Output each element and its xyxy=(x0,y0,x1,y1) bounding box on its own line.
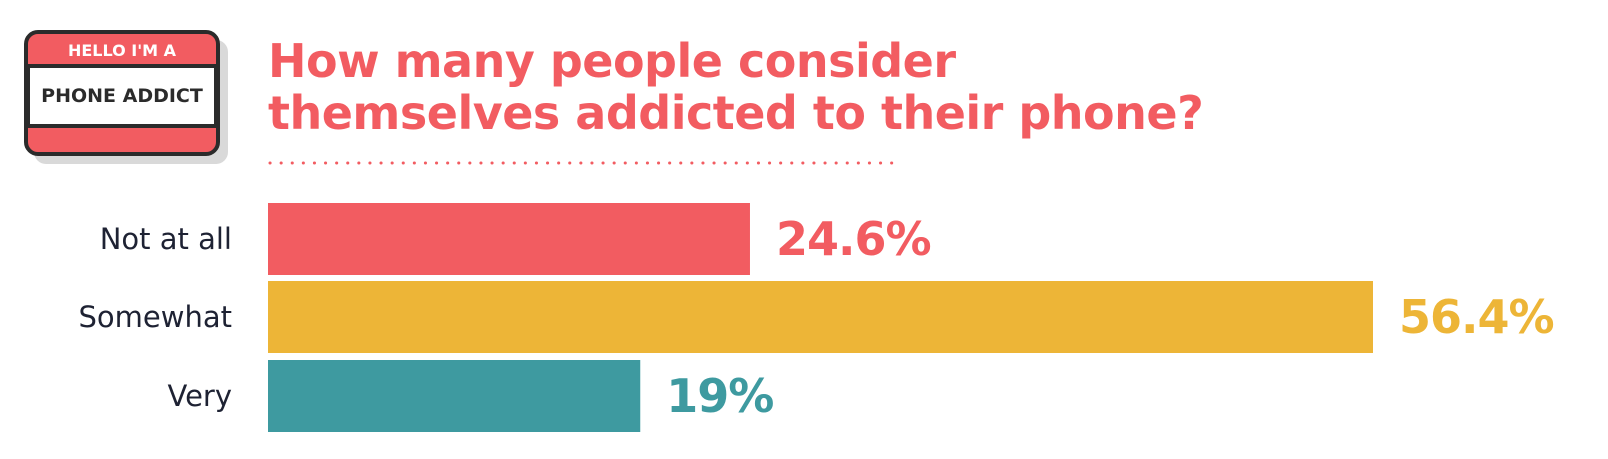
value-label: 24.6% xyxy=(776,212,931,266)
chart-title-line-1: How many people consider xyxy=(268,34,956,88)
bar xyxy=(268,360,641,432)
category-label: Somewhat xyxy=(79,300,232,334)
category-label: Very xyxy=(167,379,232,413)
badge-main-text: PHONE ADDICT xyxy=(41,85,203,107)
badge-top-text: HELLO I'M A xyxy=(68,41,177,60)
value-label: 56.4% xyxy=(1399,290,1554,344)
value-label: 19% xyxy=(666,369,773,423)
bar xyxy=(268,203,750,275)
phone-addict-badge-icon: HELLO I'M A PHONE ADDICT xyxy=(24,30,228,164)
category-label: Not at all xyxy=(100,222,232,256)
bar xyxy=(268,281,1373,353)
chart-title-line-2: themselves addicted to their phone? xyxy=(268,86,1204,140)
